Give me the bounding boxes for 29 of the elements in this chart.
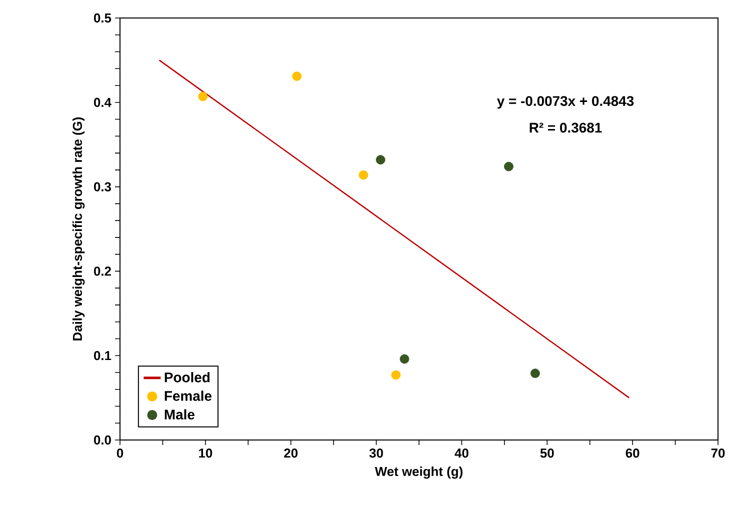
point xyxy=(358,170,368,180)
point xyxy=(391,370,401,380)
legend-label: Pooled xyxy=(164,372,210,382)
x-tick-label: 40 xyxy=(454,448,468,458)
legend-label: Male xyxy=(164,409,194,420)
x-tick-label: 10 xyxy=(199,448,212,458)
x-tick-label: 60 xyxy=(626,448,640,458)
y-tick-label: 0.3 xyxy=(94,182,112,192)
point xyxy=(530,368,540,378)
x-tick-label: 20 xyxy=(284,448,298,458)
point xyxy=(400,354,410,364)
x-tick-label: 0 xyxy=(116,448,124,458)
y-tick-label: 0.4 xyxy=(94,98,112,107)
x-axis-title: Wet weight (g) xyxy=(374,466,462,479)
y-axis-title: Daily weight-specific growth rate (G) xyxy=(72,117,85,340)
y-tick-label: 0.1 xyxy=(94,351,112,360)
annotation: R² = 0.3681 xyxy=(530,122,602,133)
x-tick-label: 30 xyxy=(369,448,383,458)
y-tick-label: 0.0 xyxy=(94,435,111,445)
y-tick-label: 0.2 xyxy=(94,266,111,276)
legend-label: Female xyxy=(164,390,212,401)
point xyxy=(376,155,386,164)
y-tick-label: 0.5 xyxy=(94,13,112,23)
x-tick-label: 50 xyxy=(540,448,554,458)
point xyxy=(504,162,514,172)
point xyxy=(198,92,208,102)
point xyxy=(292,72,302,81)
annotation: y = -0.0073x + 0.4843 xyxy=(496,96,634,109)
x-tick-label: 70 xyxy=(711,448,725,458)
